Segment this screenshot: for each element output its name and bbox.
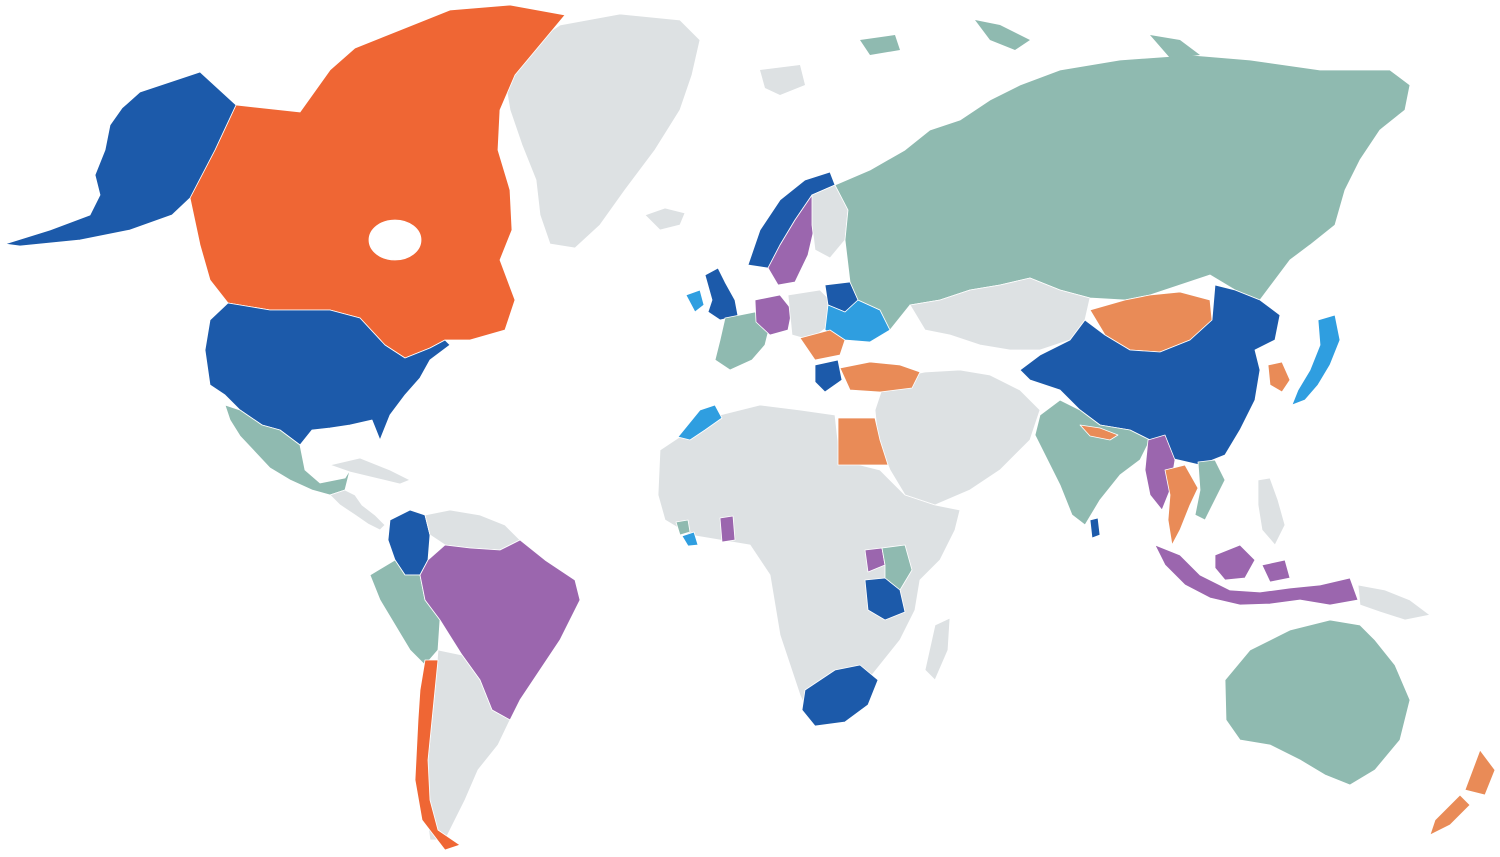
region-iceland xyxy=(644,207,686,231)
region-central-america xyxy=(329,489,386,531)
region-germany xyxy=(754,294,793,336)
region-ghana xyxy=(719,515,736,543)
region-india xyxy=(1034,399,1151,526)
region-alaska xyxy=(4,71,237,247)
region-egypt xyxy=(837,417,889,466)
region-liberia xyxy=(681,531,699,547)
region-new-zealand xyxy=(1429,749,1496,836)
region-myanmar xyxy=(1144,434,1176,511)
region-russia xyxy=(834,54,1411,331)
region-thailand xyxy=(1164,464,1199,546)
region-vietnam xyxy=(1194,459,1226,521)
region-caribbean xyxy=(329,457,411,485)
region-papua-new-guinea xyxy=(1357,584,1431,621)
region-usa xyxy=(204,302,451,446)
region-nepal xyxy=(1079,424,1119,441)
region-morocco xyxy=(677,404,723,441)
region-africa xyxy=(657,404,961,723)
region-indonesia xyxy=(1154,544,1359,606)
region-greece xyxy=(814,359,843,393)
region-greenland xyxy=(504,13,701,249)
region-turkey xyxy=(839,361,921,393)
region-svalbard xyxy=(760,65,805,95)
region-mexico xyxy=(224,404,351,496)
region-sierra-leone xyxy=(675,519,691,536)
region-korea xyxy=(1267,361,1291,393)
region-balkans xyxy=(799,329,846,361)
region-japan xyxy=(1291,314,1341,406)
region-south-africa xyxy=(801,664,879,727)
region-philippines xyxy=(1257,477,1286,546)
region-china xyxy=(1019,284,1281,466)
region-chile xyxy=(414,659,461,851)
region-australia xyxy=(1224,619,1411,786)
region-ireland xyxy=(685,289,705,313)
region-sri-lanka xyxy=(1089,517,1101,539)
hudson-bay xyxy=(368,219,422,261)
region-tanzania xyxy=(864,577,906,621)
region-madagascar xyxy=(924,617,951,681)
region-peru-ecuador xyxy=(369,559,441,666)
